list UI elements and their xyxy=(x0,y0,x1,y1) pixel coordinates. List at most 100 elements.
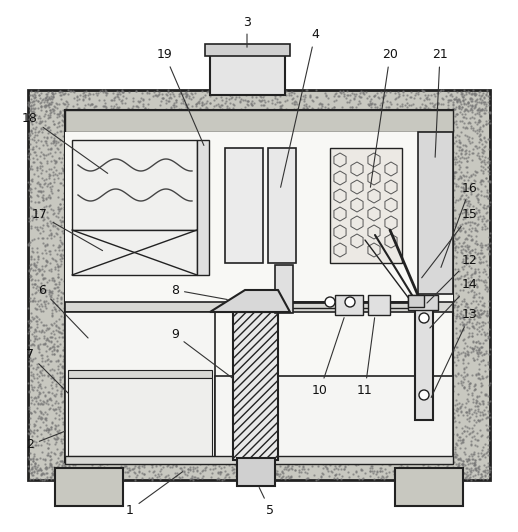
Point xyxy=(469,450,477,459)
Point xyxy=(38,354,46,363)
Point xyxy=(452,438,460,447)
Point xyxy=(459,237,468,246)
Point xyxy=(410,463,419,472)
Point xyxy=(223,111,232,120)
Point xyxy=(47,132,55,141)
Point xyxy=(464,332,472,341)
Point xyxy=(449,387,457,396)
Point xyxy=(482,372,491,381)
Point xyxy=(467,452,476,460)
Point xyxy=(369,469,377,477)
Point xyxy=(478,156,486,165)
Point xyxy=(451,230,459,239)
Point xyxy=(473,392,481,400)
Point xyxy=(449,309,457,318)
Point xyxy=(214,124,222,133)
Point xyxy=(47,98,55,106)
Point xyxy=(298,112,307,120)
Point xyxy=(483,216,491,225)
Point xyxy=(459,427,468,436)
Point xyxy=(51,170,59,178)
Point xyxy=(42,414,50,422)
Point xyxy=(368,467,377,476)
Point xyxy=(479,121,487,130)
Point xyxy=(299,116,307,124)
Point xyxy=(315,99,324,108)
Point xyxy=(26,322,34,331)
Point xyxy=(85,475,93,484)
Point xyxy=(456,97,464,105)
Point xyxy=(181,121,189,129)
Point xyxy=(478,472,486,480)
Point xyxy=(468,246,477,255)
Point xyxy=(468,410,476,418)
Point xyxy=(28,112,36,120)
Point xyxy=(476,94,484,103)
Point xyxy=(458,325,467,333)
Point xyxy=(276,98,284,106)
Point xyxy=(53,223,61,232)
Point xyxy=(94,120,102,129)
Point xyxy=(462,197,470,206)
Point xyxy=(466,138,474,147)
Point xyxy=(176,114,184,122)
Point xyxy=(127,114,135,123)
Point xyxy=(453,234,461,243)
Point xyxy=(462,260,470,269)
Point xyxy=(114,90,122,98)
Point xyxy=(345,127,353,135)
Point xyxy=(230,106,238,115)
Point xyxy=(41,179,49,188)
Point xyxy=(24,186,33,194)
Point xyxy=(188,102,196,110)
Point xyxy=(480,98,488,106)
Point xyxy=(452,117,460,125)
Point xyxy=(453,303,461,311)
Point xyxy=(455,312,463,320)
Point xyxy=(111,117,120,126)
Point xyxy=(462,299,470,307)
Point xyxy=(397,467,405,475)
Point xyxy=(226,107,235,116)
Point xyxy=(459,354,468,363)
Point xyxy=(116,468,124,477)
Point xyxy=(50,391,58,400)
Point xyxy=(464,288,472,296)
Bar xyxy=(65,132,453,302)
Point xyxy=(438,122,447,130)
Point xyxy=(53,113,61,121)
Point xyxy=(335,92,343,100)
Point xyxy=(25,186,33,194)
Point xyxy=(145,109,153,117)
Point xyxy=(33,300,41,308)
Point xyxy=(401,101,409,109)
Point xyxy=(456,454,464,462)
Point xyxy=(482,240,490,249)
Point xyxy=(461,351,469,359)
Point xyxy=(454,404,463,413)
Point xyxy=(445,459,453,467)
Point xyxy=(343,121,352,129)
Point xyxy=(134,463,142,471)
Point xyxy=(30,205,38,214)
Point xyxy=(291,466,299,474)
Point xyxy=(73,115,81,123)
Point xyxy=(479,88,487,97)
Point xyxy=(161,107,169,115)
Point xyxy=(24,388,33,397)
Point xyxy=(50,163,59,171)
Point xyxy=(241,96,249,104)
Point xyxy=(465,384,473,392)
Point xyxy=(482,269,490,278)
Point xyxy=(452,306,461,314)
Point xyxy=(47,164,55,173)
Point xyxy=(461,295,469,303)
Point xyxy=(453,247,461,256)
Point xyxy=(113,469,121,477)
Point xyxy=(484,119,492,127)
Point xyxy=(49,298,57,307)
Point xyxy=(64,458,72,467)
Point xyxy=(479,355,487,364)
Point xyxy=(484,413,493,421)
Point xyxy=(39,150,47,159)
